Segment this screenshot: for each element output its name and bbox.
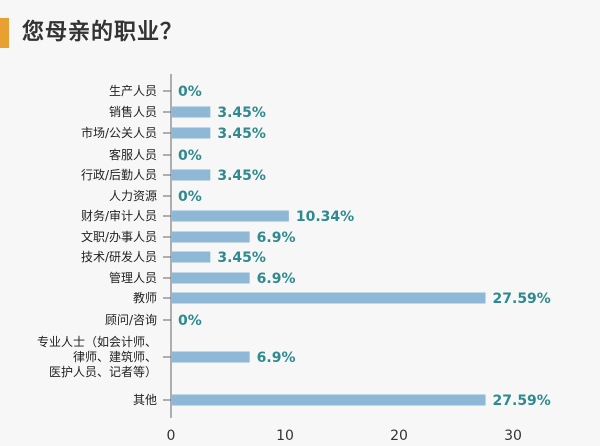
value-label: 3.45% — [217, 105, 266, 121]
bar — [171, 231, 250, 243]
bar — [171, 394, 486, 406]
value-label: 0% — [178, 189, 202, 205]
x-tick-label: 20 — [390, 428, 408, 444]
title-accent-bar — [0, 18, 9, 48]
bar — [171, 292, 486, 304]
category-label-line: 市场/公关人员 — [81, 125, 157, 140]
value-label: 3.45% — [217, 168, 266, 184]
category-label: 销售人员 — [109, 104, 157, 119]
value-label: 3.45% — [217, 126, 266, 142]
value-label: 0% — [178, 148, 202, 164]
category-label-line: 其他 — [133, 393, 157, 407]
x-tick-label: 30 — [504, 428, 522, 444]
value-label: 6.9% — [257, 271, 296, 287]
value-label: 27.59% — [493, 291, 551, 307]
bar — [171, 106, 211, 118]
category-label: 教师 — [133, 290, 157, 305]
category-label-line: 专业人士（如会计师、 — [37, 334, 157, 349]
category-label: 其他 — [133, 393, 157, 407]
category-label-line: 顾问/咨询 — [105, 312, 157, 327]
bar — [171, 272, 250, 284]
category-label-line: 财务/审计人员 — [81, 208, 157, 223]
category-label-line: 客服人员 — [109, 147, 157, 162]
category-label-line: 人力资源 — [109, 189, 157, 203]
value-label: 0% — [178, 84, 202, 100]
category-label: 生产人员 — [109, 84, 157, 98]
category-label: 财务/审计人员 — [81, 208, 157, 223]
value-label: 6.9% — [257, 350, 296, 366]
category-label-line: 技术/研发人员 — [81, 249, 157, 264]
category-label-line: 教师 — [133, 290, 157, 305]
category-label: 市场/公关人员 — [81, 125, 157, 140]
bar — [171, 251, 211, 263]
x-tick-label: 0 — [167, 428, 176, 444]
category-label: 技术/研发人员 — [81, 249, 157, 264]
value-label: 0% — [178, 313, 202, 329]
category-label-line: 销售人员 — [109, 104, 157, 119]
bar — [171, 351, 250, 363]
category-label: 行政/后勤人员 — [81, 168, 157, 182]
category-label: 专业人士（如会计师、律师、建筑师、医护人员、记者等） — [37, 334, 157, 379]
value-label: 27.59% — [493, 393, 551, 409]
category-label-line: 律师、建筑师、 — [73, 349, 157, 364]
category-label: 管理人员 — [109, 270, 157, 285]
x-tick-label: 10 — [276, 428, 294, 444]
bar — [171, 127, 211, 139]
category-label-line: 生产人员 — [109, 84, 157, 98]
category-label-line: 医护人员、记者等） — [49, 365, 157, 379]
chart-title: 您母亲的职业？ — [22, 20, 184, 45]
category-label: 顾问/咨询 — [105, 312, 157, 327]
category-label-line: 文职/办事人员 — [81, 229, 157, 244]
value-label: 6.9% — [257, 230, 296, 246]
value-label: 3.45% — [217, 250, 266, 266]
category-label: 客服人员 — [109, 147, 157, 162]
category-label-line: 管理人员 — [109, 270, 157, 285]
value-label: 10.34% — [296, 209, 354, 225]
category-label: 人力资源 — [109, 189, 157, 203]
category-label-line: 行政/后勤人员 — [81, 168, 157, 182]
bar — [171, 169, 211, 181]
category-label: 文职/办事人员 — [81, 229, 157, 244]
bar — [171, 210, 289, 222]
